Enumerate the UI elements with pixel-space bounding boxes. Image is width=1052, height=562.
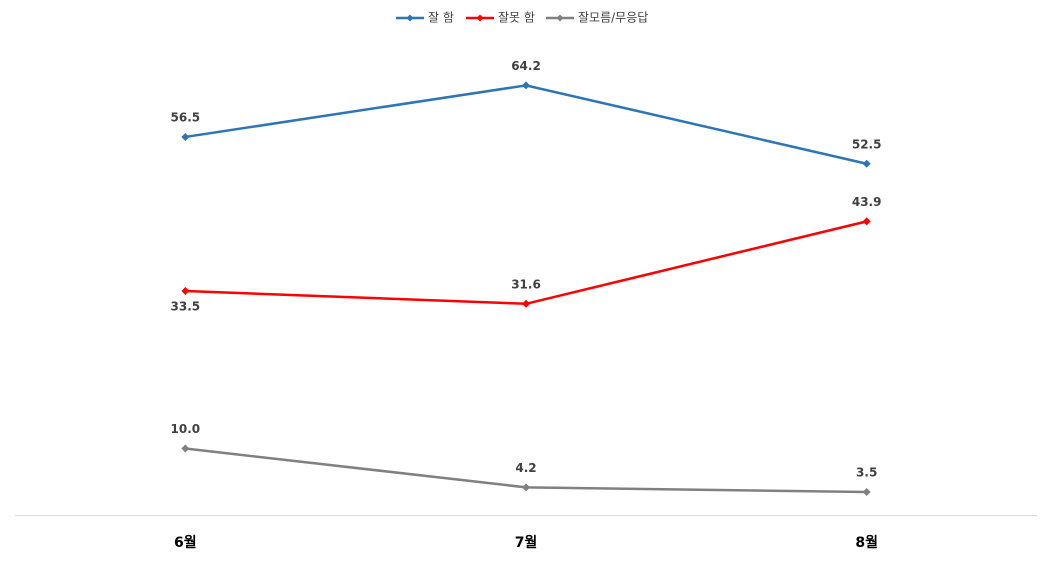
legend-label: 잘 함 [428, 11, 454, 25]
x-tick-label: 7월 [515, 534, 538, 551]
data-point [862, 488, 871, 497]
data-point [862, 159, 871, 168]
data-point [181, 132, 190, 141]
legend-marker [476, 14, 484, 22]
data-label: 31.6 [511, 277, 541, 291]
series-line [185, 84, 867, 165]
data-label: 52.5 [852, 137, 882, 151]
data-point [181, 287, 190, 296]
data-label: 4.2 [515, 461, 536, 475]
legend-label: 잘못 함 [498, 11, 535, 25]
data-point [522, 81, 530, 90]
data-point [522, 299, 530, 308]
x-tick-label: 6월 [174, 534, 197, 551]
data-label: 3.5 [856, 466, 877, 480]
data-label: 43.9 [852, 195, 882, 209]
legend-marker [406, 14, 414, 22]
legend-marker [556, 14, 564, 22]
data-label: 33.5 [171, 300, 201, 314]
series-line [185, 220, 867, 306]
data-label: 56.5 [171, 110, 201, 124]
data-point [522, 483, 530, 492]
data-point [181, 444, 190, 453]
data-point [862, 217, 871, 226]
data-label: 10.0 [171, 422, 201, 436]
data-label: 64.2 [511, 59, 541, 73]
legend-label: 잘모름/무응답 [578, 11, 648, 25]
x-tick-label: 8월 [855, 534, 878, 551]
